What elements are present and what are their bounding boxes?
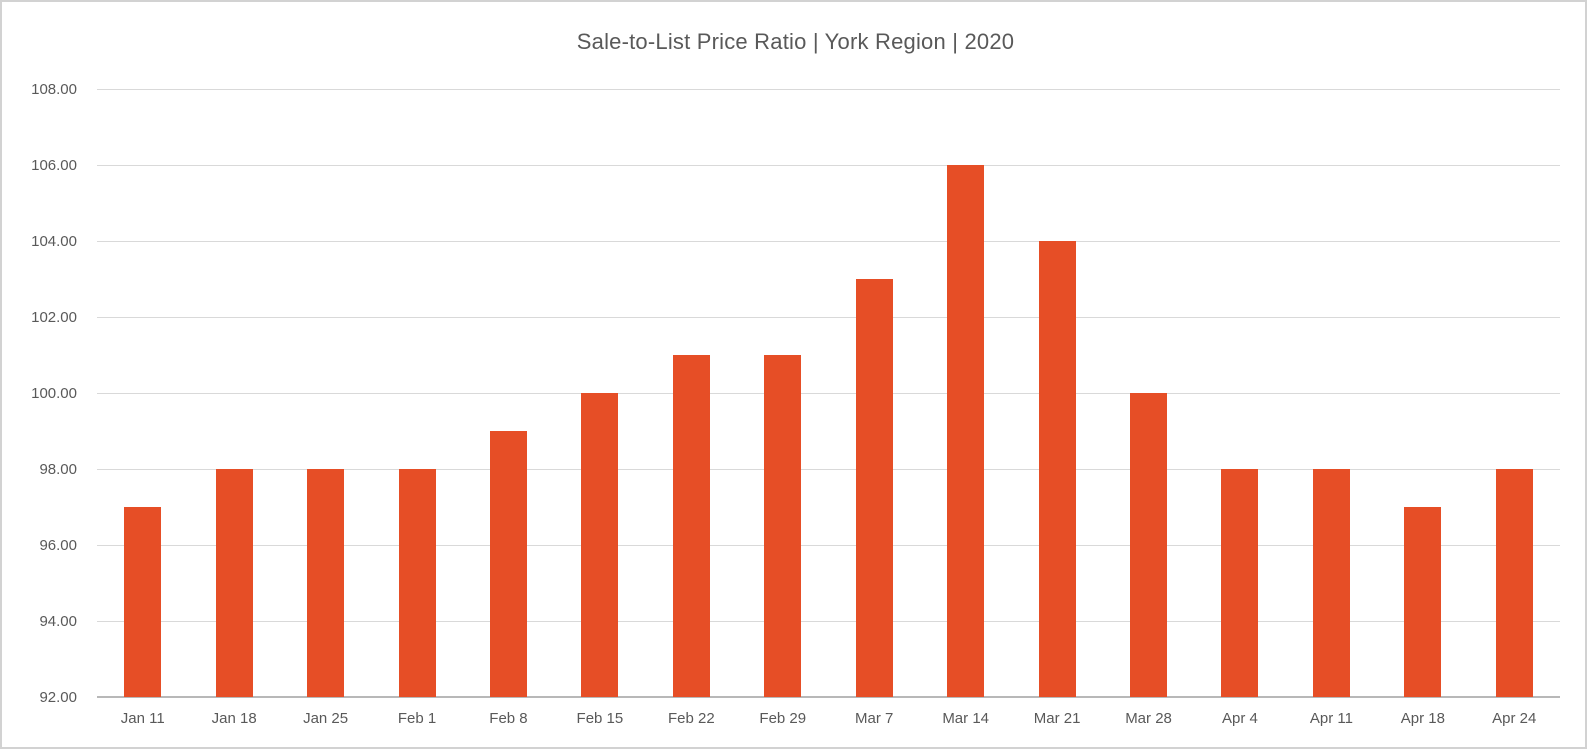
bar [1221,469,1259,697]
bar [398,469,436,697]
bar [764,355,802,697]
x-axis-tick-label: Jan 18 [211,710,257,727]
y-axis-tick-label: 104.00 [31,233,77,250]
bar [947,165,985,697]
x-axis-tick-label: Feb 29 [759,710,807,727]
bar [1312,469,1350,697]
x-axis-tick-label: Apr 18 [1400,710,1445,727]
x-axis-tick-label: Jan 11 [120,710,165,727]
gridline [97,165,1560,166]
bar [1038,241,1076,697]
x-axis-tick-label: Mar 28 [1125,710,1172,727]
gridline [97,545,1560,546]
x-axis-tick-label: Feb 15 [576,710,624,727]
x-axis-tick-label: Feb 8 [489,710,528,727]
x-axis-tick-label: Apr 11 [1309,710,1353,727]
x-axis-tick-label: Apr 24 [1492,710,1537,727]
x-axis-line [97,696,1560,698]
x-axis-tick-label: Mar 7 [855,710,894,727]
gridline [97,241,1560,242]
gridline [97,469,1560,470]
x-axis-tick-label: Apr 4 [1222,710,1258,727]
y-axis-tick-label: 92.00 [39,689,77,706]
gridline [97,89,1560,90]
y-axis-tick-label: 94.00 [39,613,77,630]
gridline [97,621,1560,622]
bar [1130,393,1168,697]
y-axis-tick-label: 108.00 [31,81,77,98]
x-axis-tick-label: Jan 25 [303,710,349,727]
bar [855,279,893,697]
y-axis-tick-label: 98.00 [39,461,77,478]
y-axis-tick-label: 102.00 [31,309,77,326]
y-axis-tick-label: 106.00 [31,157,77,174]
x-axis-tick-label: Feb 22 [667,710,715,727]
bar [215,469,253,697]
x-axis-tick-label: Mar 14 [942,710,989,727]
bar [1495,469,1533,697]
gridline [97,317,1560,318]
bar [124,507,162,697]
bar [581,393,619,697]
x-axis-tick-label: Feb 1 [397,710,437,727]
gridline [97,393,1560,394]
bar [489,431,527,697]
bar [1404,507,1442,697]
y-axis-tick-label: 100.00 [31,385,77,402]
chart-title: Sale-to-List Price Ratio | York Region |… [576,29,1015,54]
bar [672,355,710,697]
bar [307,469,345,697]
x-axis-tick-label: Mar 21 [1033,710,1081,727]
y-axis-tick-label: 96.00 [39,537,77,554]
